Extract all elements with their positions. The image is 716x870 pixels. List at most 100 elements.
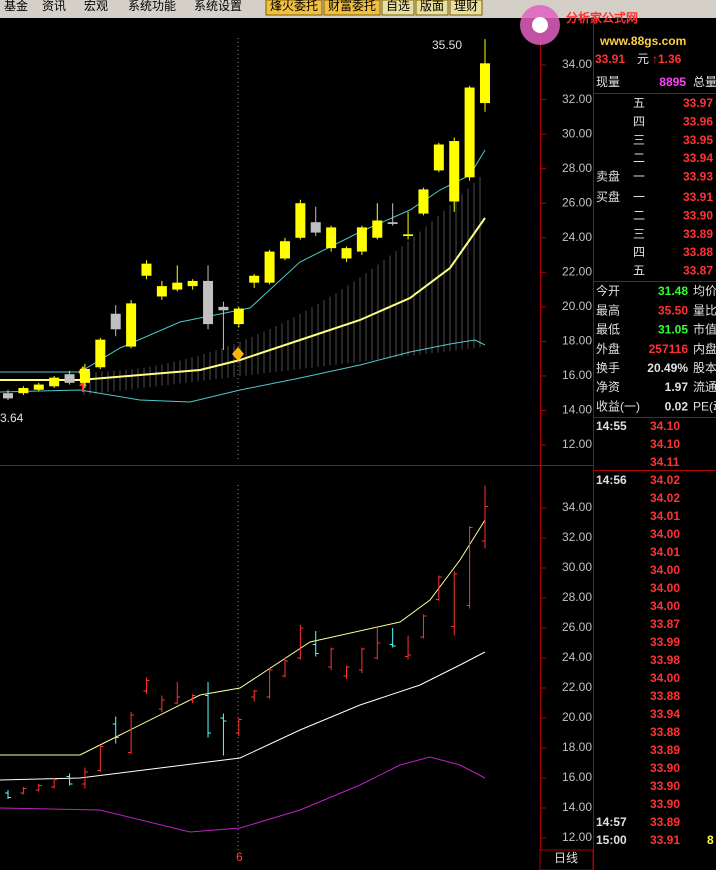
candle-body: [3, 393, 13, 399]
y-tick-label: 26.00: [562, 195, 592, 209]
trade-price: 33.89: [650, 743, 680, 757]
label: PE(动): [693, 399, 716, 413]
level: 三: [633, 133, 645, 147]
y-tick-label: 22.00: [562, 680, 592, 694]
change: ↑1.36: [652, 52, 682, 66]
label: 卖盘: [596, 168, 620, 183]
ask-price: 33.97: [683, 96, 713, 110]
trade-price: 33.99: [650, 635, 680, 649]
trade-time: 15:00: [596, 833, 627, 847]
candle-body: [310, 222, 321, 233]
candle-body: [49, 377, 60, 387]
menu-button-label: 版面: [420, 0, 444, 13]
trade-price: 33.90: [650, 779, 680, 793]
low-label: 3.64: [0, 411, 24, 425]
label: 换手: [596, 361, 620, 375]
menu-item: 系统设置: [194, 0, 242, 13]
trade-volume: 8: [707, 833, 714, 847]
menu-button-label: 自选: [386, 0, 410, 13]
candle-body: [341, 248, 352, 259]
bid-price: 33.87: [683, 263, 713, 277]
candle-body: [418, 189, 429, 214]
trade-price: 33.91: [650, 833, 680, 847]
trade-time: 14:55: [596, 419, 627, 433]
y-tick-label: 20.00: [562, 710, 592, 724]
ask-price: 33.96: [683, 114, 713, 128]
candle-body: [95, 339, 106, 368]
candle-body: [372, 220, 383, 238]
trade-price: 34.01: [650, 509, 680, 523]
date-marker: 6: [236, 850, 243, 864]
y-tick-label: 16.00: [562, 770, 592, 784]
y-tick-label: 34.00: [562, 500, 592, 514]
band-upper: [0, 149, 486, 373]
candle-body: [464, 87, 475, 178]
menu-button[interactable]: [449, 0, 483, 16]
candle-body: [433, 144, 444, 171]
trade-price: 33.94: [650, 707, 680, 721]
stat-value: 0.02: [665, 399, 689, 413]
y-tick-label: 28.00: [562, 161, 592, 175]
ask-price: 33.94: [683, 151, 713, 165]
trade-price: 33.88: [650, 725, 680, 739]
signal-icon: [232, 347, 244, 361]
ask-price: 33.93: [683, 169, 713, 183]
menu-button[interactable]: [415, 0, 449, 16]
trade-time: 14:57: [596, 815, 627, 829]
y-tick-label: 20.00: [562, 299, 592, 313]
trade-price: 33.87: [650, 617, 680, 631]
menu-item: 基金: [4, 0, 28, 13]
y-tick-label: 12.00: [562, 830, 592, 844]
high-label: 35.50: [432, 38, 462, 52]
label: 净资: [596, 380, 620, 394]
trade-price: 34.02: [650, 473, 680, 487]
candle-body: [449, 141, 460, 202]
trade-price: 34.00: [650, 671, 680, 685]
menu-button[interactable]: [265, 0, 323, 16]
candle-body: [356, 227, 367, 252]
y-tick-label: 32.00: [562, 92, 592, 106]
y-tick-label: 18.00: [562, 740, 592, 754]
menu-item: 系统功能: [128, 0, 176, 13]
menu-button[interactable]: [323, 0, 381, 16]
level: 四: [633, 245, 645, 259]
trade-price: 34.02: [650, 491, 680, 505]
logo-title: 分析家公式网: [566, 10, 638, 25]
candle-body: [264, 251, 275, 283]
trade-price: 33.88: [650, 689, 680, 703]
candle-body: [326, 227, 337, 249]
y-tick-label: 24.00: [562, 650, 592, 664]
stat-value: 1.97: [665, 380, 689, 394]
trade-price: 34.10: [650, 419, 680, 433]
trade-price: 33.90: [650, 761, 680, 775]
menu-button-label: 烽火委托: [270, 0, 318, 13]
y-tick-label: 12.00: [562, 437, 592, 451]
candle-body: [172, 282, 183, 290]
candle-body: [203, 280, 214, 325]
period-box: [539, 849, 594, 870]
sub-lower: [0, 756, 486, 833]
trade-time: 14:56: [596, 473, 627, 487]
menu-button[interactable]: [381, 0, 415, 16]
label: 股本: [693, 361, 716, 375]
candle-body: [156, 286, 167, 297]
level: 五: [633, 96, 645, 110]
label: 最高: [596, 302, 620, 317]
level: 三: [633, 227, 645, 241]
trade-price: 33.90: [650, 797, 680, 811]
label: 今开: [596, 283, 620, 298]
y-tick-label: 34.00: [562, 57, 592, 71]
y-tick-label: 28.00: [562, 590, 592, 604]
y-tick-label: 16.00: [562, 368, 592, 382]
candle-body: [480, 63, 490, 104]
menu-button-label: 财富委托: [328, 0, 376, 13]
period-label: 日线: [554, 851, 578, 865]
menu-item: 宏观: [84, 0, 108, 13]
candle-body: [249, 275, 260, 283]
trade-price: 34.00: [650, 527, 680, 541]
candle-body: [79, 369, 90, 383]
candle-body: [64, 374, 75, 383]
candle-body: [187, 280, 198, 287]
